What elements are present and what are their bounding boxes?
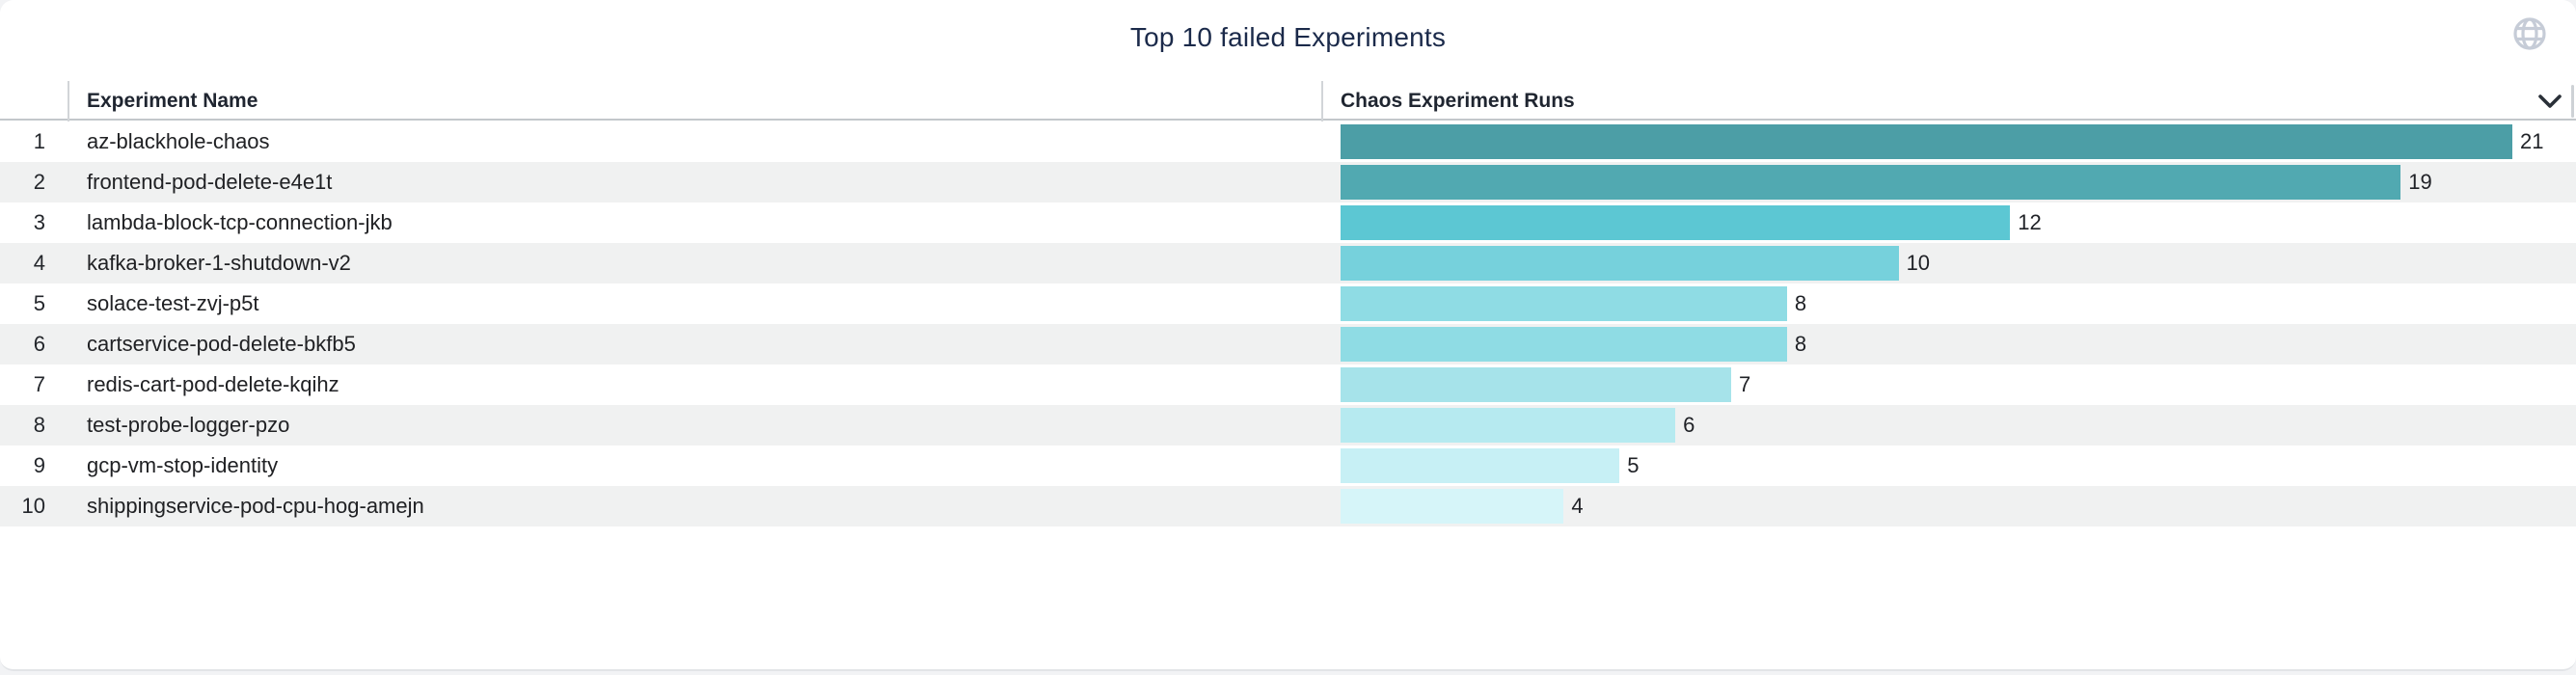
row-index: 4 xyxy=(33,251,45,275)
runs-bar xyxy=(1341,327,1787,362)
runs-value: 5 xyxy=(1627,453,1640,477)
runs-bar-cell: 21 xyxy=(1323,122,2576,162)
table-header: Experiment Name Chaos Experiment Runs xyxy=(0,81,2576,122)
experiment-name: shippingservice-pod-cpu-hog-amejn xyxy=(87,494,424,518)
experiment-name: kafka-broker-1-shutdown-v2 xyxy=(87,251,351,275)
bar-track: 12 xyxy=(1341,205,2512,240)
bar-track: 21 xyxy=(1341,124,2543,159)
experiment-name: cartservice-pod-delete-bkfb5 xyxy=(87,332,356,356)
runs-bar-cell: 10 xyxy=(1323,243,2576,284)
experiment-name: redis-cart-pod-delete-kqihz xyxy=(87,372,339,396)
bar-track: 19 xyxy=(1341,165,2512,200)
chevron-down-icon[interactable] xyxy=(2537,92,2562,111)
table-row[interactable]: 8 test-probe-logger-pzo 6 xyxy=(0,405,2576,446)
runs-value: 6 xyxy=(1683,413,1695,437)
experiment-name: solace-test-zvj-p5t xyxy=(87,291,259,315)
bar-track: 8 xyxy=(1341,286,2512,321)
bar-track: 5 xyxy=(1341,448,2512,483)
runs-bar xyxy=(1341,489,1564,524)
table-row[interactable]: 3 lambda-block-tcp-connection-jkb 12 xyxy=(0,202,2576,243)
experiment-name: az-blackhole-chaos xyxy=(87,129,270,153)
column-header-chaos-experiment-runs[interactable]: Chaos Experiment Runs xyxy=(1341,90,1575,112)
runs-bar xyxy=(1341,205,2011,240)
row-index: 2 xyxy=(33,170,45,194)
runs-value: 19 xyxy=(2408,170,2432,194)
runs-bar-cell: 8 xyxy=(1323,284,2576,324)
runs-bar xyxy=(1341,448,1620,483)
table-row[interactable]: 10 shippingservice-pod-cpu-hog-amejn 4 xyxy=(0,486,2576,526)
table-row[interactable]: 7 redis-cart-pod-delete-kqihz 7 xyxy=(0,364,2576,405)
runs-bar xyxy=(1341,124,2512,159)
row-index: 10 xyxy=(21,494,45,518)
runs-value: 4 xyxy=(1571,494,1584,518)
runs-bar xyxy=(1341,367,1731,402)
title-bar: Top 10 failed Experiments xyxy=(0,0,2576,77)
table-row[interactable]: 4 kafka-broker-1-shutdown-v2 10 xyxy=(0,243,2576,284)
runs-value: 10 xyxy=(1906,251,1931,275)
runs-bar xyxy=(1341,286,1787,321)
table-row[interactable]: 5 solace-test-zvj-p5t 8 xyxy=(0,284,2576,324)
header-divider xyxy=(0,119,2576,121)
runs-bar xyxy=(1341,246,1899,281)
runs-bar xyxy=(1341,165,2401,200)
row-index: 1 xyxy=(33,129,45,153)
experiment-name: gcp-vm-stop-identity xyxy=(87,453,279,477)
runs-bar-cell: 12 xyxy=(1323,202,2576,243)
runs-value: 7 xyxy=(1739,372,1751,396)
runs-bar-cell: 5 xyxy=(1323,446,2576,486)
experiment-name: frontend-pod-delete-e4e1t xyxy=(87,170,333,194)
runs-value: 8 xyxy=(1794,332,1807,356)
row-index: 5 xyxy=(33,291,45,315)
scrollbar-thumb[interactable] xyxy=(2571,85,2574,118)
row-index: 7 xyxy=(33,372,45,396)
globe-icon xyxy=(2513,17,2546,50)
runs-value: 8 xyxy=(1794,291,1807,315)
row-index: 3 xyxy=(33,210,45,234)
bar-track: 10 xyxy=(1341,246,2512,281)
table-row[interactable]: 1 az-blackhole-chaos 21 xyxy=(0,122,2576,162)
bar-track: 4 xyxy=(1341,489,2512,524)
runs-bar-cell: 7 xyxy=(1323,364,2576,405)
table-row[interactable]: 2 frontend-pod-delete-e4e1t 19 xyxy=(0,162,2576,202)
bar-track: 8 xyxy=(1341,327,2512,362)
row-index: 6 xyxy=(33,332,45,356)
runs-bar-cell: 6 xyxy=(1323,405,2576,446)
column-header-experiment-name[interactable]: Experiment Name xyxy=(87,90,258,112)
chart-title: Top 10 failed Experiments xyxy=(1129,22,1447,52)
runs-bar xyxy=(1341,408,1676,443)
runs-value: 21 xyxy=(2520,129,2544,153)
runs-bar-cell: 8 xyxy=(1323,324,2576,364)
experiment-name: lambda-block-tcp-connection-jkb xyxy=(87,210,393,234)
table-row[interactable]: 6 cartservice-pod-delete-bkfb5 8 xyxy=(0,324,2576,364)
runs-bar-cell: 19 xyxy=(1323,162,2576,202)
row-index: 8 xyxy=(33,413,45,437)
experiment-name: test-probe-logger-pzo xyxy=(87,413,290,437)
bar-track: 6 xyxy=(1341,408,2512,443)
table-body: 1 az-blackhole-chaos 21 2 frontend-pod-d… xyxy=(0,122,2576,526)
row-index: 9 xyxy=(33,453,45,477)
bar-track: 7 xyxy=(1341,367,2512,402)
table-row[interactable]: 9 gcp-vm-stop-identity 5 xyxy=(0,446,2576,486)
runs-value: 12 xyxy=(2018,210,2042,234)
runs-bar-cell: 4 xyxy=(1323,486,2576,526)
